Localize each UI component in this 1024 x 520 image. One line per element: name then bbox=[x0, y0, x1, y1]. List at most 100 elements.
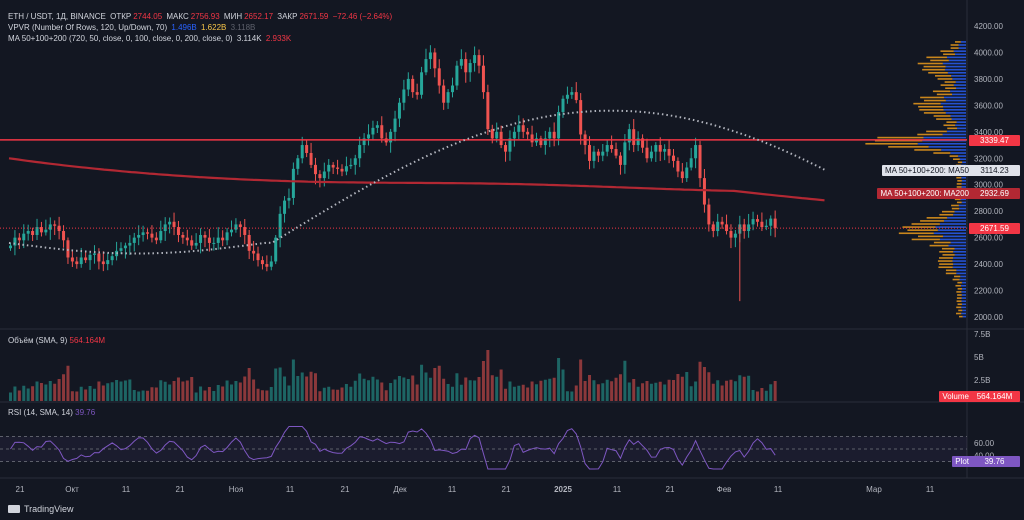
vp-row-down bbox=[936, 118, 952, 120]
vp-row-up bbox=[950, 90, 966, 93]
volume-bar bbox=[216, 385, 220, 401]
ma50-line bbox=[8, 109, 825, 255]
price-tick-label: 3600.00 bbox=[974, 101, 1003, 110]
volume-bar bbox=[751, 390, 755, 401]
vp-row-down bbox=[942, 254, 955, 256]
volume-bar bbox=[146, 390, 150, 401]
chart-canvas[interactable]: 2000.00 2200.00 2400.00 2600.00 2800.00 3000.… bbox=[0, 0, 1024, 498]
volume-bar bbox=[446, 384, 450, 401]
vp-row-up bbox=[961, 288, 966, 290]
time-tick-label: 11 bbox=[774, 485, 783, 494]
vpvr-label[interactable]: VPVR (Number Of Rows, 120, Up/Down, 70) bbox=[8, 23, 168, 32]
rsi-value-tag: 39.76 bbox=[969, 456, 1020, 467]
vp-row-up bbox=[945, 65, 966, 68]
vp-row-down bbox=[939, 213, 954, 216]
volume-bar bbox=[291, 359, 295, 401]
candle-body bbox=[517, 125, 521, 132]
vp-row-up bbox=[956, 272, 966, 275]
time-tick-label: 21 bbox=[176, 485, 185, 494]
vp-row-up bbox=[961, 300, 966, 302]
volume-bar bbox=[238, 382, 242, 401]
volume-bar bbox=[773, 381, 777, 401]
ma-label[interactable]: MA 50+100+200 (720, 50, close, 0, 100, c… bbox=[8, 34, 233, 43]
rsi-title[interactable]: RSI (14, SMA, 14) 39.76 bbox=[8, 408, 95, 417]
vp-row-down bbox=[911, 238, 940, 241]
candle-body bbox=[309, 152, 313, 165]
symbol-legend[interactable]: ETH / USDT, 1Д, BINANCE ОТКР 2744.05 МАКС… bbox=[8, 12, 394, 22]
volume-bar bbox=[221, 386, 225, 401]
close-label: ЗАКР bbox=[277, 12, 298, 21]
candle-body bbox=[614, 149, 618, 156]
candle-body bbox=[623, 142, 627, 165]
volume-bar bbox=[565, 391, 569, 401]
volume-title[interactable]: Объём (SMA, 9) 564.164M bbox=[8, 336, 105, 345]
vp-row-up bbox=[946, 56, 966, 59]
volume-bar bbox=[698, 361, 702, 401]
candle-body bbox=[300, 145, 304, 159]
candle-body bbox=[97, 253, 101, 262]
volume-bar bbox=[163, 381, 167, 401]
volume-bar bbox=[119, 381, 123, 401]
candle-body bbox=[548, 131, 552, 139]
volume-bar bbox=[676, 374, 680, 401]
volume-bar bbox=[592, 380, 596, 401]
candle-body bbox=[672, 155, 675, 161]
candle-body bbox=[402, 89, 406, 103]
vp-row-up bbox=[953, 257, 966, 259]
candle-body bbox=[362, 138, 366, 146]
candle-body bbox=[442, 85, 446, 103]
candle-body bbox=[437, 68, 441, 86]
vp-row-down bbox=[936, 93, 953, 96]
volume-bar bbox=[570, 391, 574, 401]
price-tick-label: 4200.00 bbox=[974, 22, 1003, 31]
vp-row-up bbox=[935, 226, 966, 228]
candle-body bbox=[610, 145, 614, 150]
volume-bar bbox=[115, 380, 119, 401]
vp-row-down bbox=[930, 59, 949, 62]
vp-row-down bbox=[923, 112, 946, 114]
candle-body bbox=[101, 261, 105, 265]
volume-bar bbox=[716, 380, 720, 401]
price-tick-label: 2400.00 bbox=[974, 260, 1003, 269]
rsi-tick-label: 60.00 bbox=[974, 439, 995, 448]
symbol-name[interactable]: ETH / USDT, 1Д, BINANCE bbox=[8, 12, 106, 21]
volume-value: 564.164M bbox=[69, 336, 106, 345]
vp-row-up bbox=[948, 59, 966, 62]
volume-bar bbox=[230, 384, 233, 401]
vp-row-down bbox=[956, 201, 962, 204]
candle-body bbox=[84, 257, 88, 261]
volume-bar bbox=[579, 359, 583, 401]
time-tick-label: Мар bbox=[866, 485, 882, 494]
candle-body bbox=[296, 158, 300, 169]
vp-row-up bbox=[954, 210, 966, 213]
volume-tag: Volume bbox=[939, 391, 972, 402]
volume-bar bbox=[477, 377, 481, 401]
vpvr-legend[interactable]: VPVR (Number Of Rows, 120, Up/Down, 70) … bbox=[8, 23, 257, 33]
ma-legend[interactable]: MA 50+100+200 (720, 50, close, 0, 100, c… bbox=[8, 34, 293, 44]
candle-body bbox=[9, 245, 12, 249]
volume-bar bbox=[26, 388, 30, 401]
vp-row-up bbox=[950, 241, 966, 244]
volume-tick-label: 7.5B bbox=[974, 330, 990, 339]
volume-bar bbox=[397, 376, 401, 401]
tradingview-logo[interactable]: TradingView bbox=[8, 504, 74, 514]
vp-row-down bbox=[911, 223, 940, 225]
vp-row-up bbox=[960, 275, 966, 278]
volume-bar bbox=[455, 373, 459, 401]
volume-bar bbox=[13, 386, 17, 401]
candle-body bbox=[415, 92, 419, 95]
volume-bar bbox=[97, 381, 101, 401]
candle-body bbox=[389, 131, 393, 143]
vp-row-up bbox=[951, 75, 966, 77]
vp-row-down bbox=[943, 124, 956, 127]
volume-bar bbox=[154, 387, 158, 401]
vp-row-down bbox=[926, 130, 947, 133]
price-tick-label: 3000.00 bbox=[974, 181, 1003, 190]
vp-row-down bbox=[950, 44, 959, 46]
candle-body bbox=[680, 171, 684, 179]
candle-body bbox=[464, 59, 468, 73]
volume-bar bbox=[543, 379, 547, 401]
vp-row-down bbox=[956, 186, 962, 188]
vp-row-up bbox=[958, 204, 966, 207]
candle-body bbox=[225, 232, 229, 241]
